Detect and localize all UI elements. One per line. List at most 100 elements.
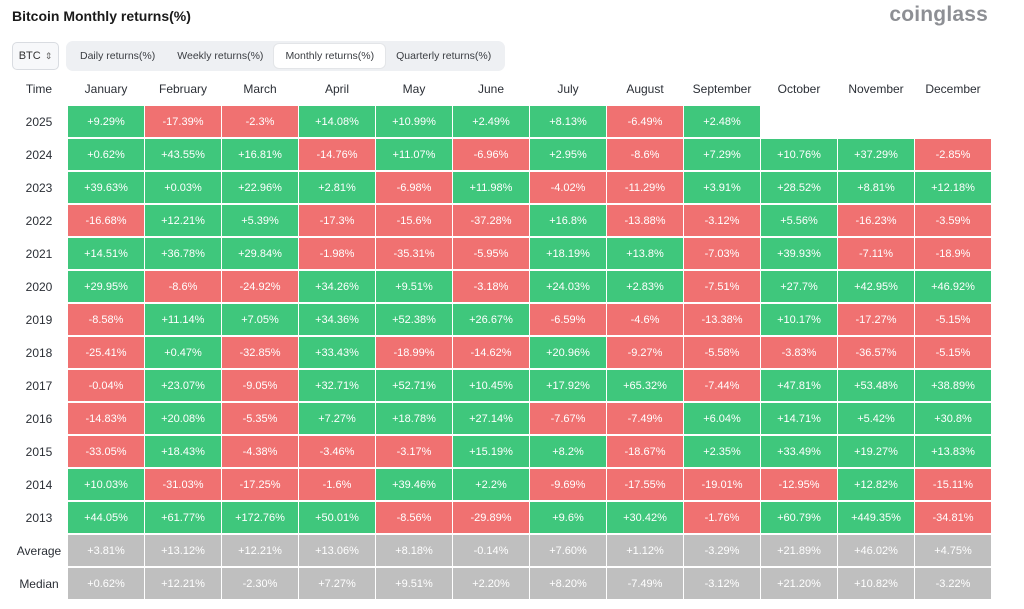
return-cell: +2.83% — [607, 271, 683, 302]
table-row: 2013 +44.05% +61.77% +172.76% +50.01% -8.56% -… — [12, 501, 992, 534]
summary-row: Average +3.81% +13.12% +12.21% +13.06% +8.18%… — [12, 534, 992, 567]
return-cell: -6.96% — [453, 139, 529, 170]
summary-cell: +21.20% — [761, 568, 837, 599]
return-cell: +37.29% — [838, 139, 914, 170]
return-cell: +14.51% — [68, 238, 144, 269]
return-cell: -9.27% — [607, 337, 683, 368]
return-cell: +30.42% — [607, 502, 683, 533]
return-cell: +2.2% — [453, 469, 529, 500]
empty-cell — [915, 106, 991, 137]
return-cell: +34.26% — [299, 271, 375, 302]
table-row: 2024 +0.62% +43.55% +16.81% -14.76% +11.07% -6… — [12, 138, 992, 171]
return-cell: -18.67% — [607, 436, 683, 467]
tab-monthly-returns[interactable]: Monthly returns(%) — [274, 44, 386, 68]
return-cell: -13.88% — [607, 205, 683, 236]
return-cell: -1.98% — [299, 238, 375, 269]
return-cell: -8.6% — [607, 139, 683, 170]
row-year-label: 2016 — [25, 411, 53, 426]
return-cell: +23.07% — [145, 370, 221, 401]
column-header-month: September — [692, 81, 752, 96]
column-header-month: June — [477, 81, 505, 96]
return-cell: +13.83% — [915, 436, 991, 467]
return-cell: -5.95% — [453, 238, 529, 269]
return-cell: -14.83% — [68, 403, 144, 434]
return-cell: +27.7% — [761, 271, 837, 302]
return-cell: -4.02% — [530, 172, 606, 203]
summary-label: Median — [19, 576, 59, 591]
return-cell: +52.38% — [376, 304, 452, 335]
row-year-label: 2023 — [25, 180, 53, 195]
column-header-month: November — [848, 81, 904, 96]
tab-daily-returns[interactable]: Daily returns(%) — [80, 50, 156, 62]
return-cell: -6.59% — [530, 304, 606, 335]
return-cell: +13.8% — [607, 238, 683, 269]
return-cell: +52.71% — [376, 370, 452, 401]
chevron-up-down-icon: ⇕ — [44, 50, 53, 61]
return-cell: +12.82% — [838, 469, 914, 500]
return-cell: +27.14% — [453, 403, 529, 434]
row-year-label: 2024 — [25, 147, 53, 162]
column-header-month: January — [84, 81, 128, 96]
summary-label: Average — [16, 543, 62, 558]
return-cell: +44.05% — [68, 502, 144, 533]
column-header-month: March — [243, 81, 277, 96]
column-header-month: August — [626, 81, 664, 96]
period-tabs: Daily returns(%) Weekly returns(%) Month… — [66, 41, 506, 71]
return-cell: -16.23% — [838, 205, 914, 236]
return-cell: +2.35% — [684, 436, 760, 467]
table-header-row: Time January February March April May June July… — [12, 72, 992, 105]
return-cell: +10.99% — [376, 106, 452, 137]
return-cell: +8.81% — [838, 172, 914, 203]
return-cell: +39.63% — [68, 172, 144, 203]
return-cell: -2.85% — [915, 139, 991, 170]
summary-cell: -0.14% — [453, 535, 529, 566]
return-cell: +7.29% — [684, 139, 760, 170]
return-cell: +172.76% — [222, 502, 298, 533]
row-year-label: 2019 — [25, 312, 53, 327]
return-cell: +5.39% — [222, 205, 298, 236]
return-cell: -3.83% — [761, 337, 837, 368]
return-cell: +18.78% — [376, 403, 452, 434]
return-cell: -8.6% — [145, 271, 221, 302]
return-cell: +34.36% — [299, 304, 375, 335]
summary-cell: +10.82% — [838, 568, 914, 599]
return-cell: -2.3% — [222, 106, 298, 137]
return-cell: +6.04% — [684, 403, 760, 434]
return-cell: -36.57% — [838, 337, 914, 368]
summary-cell: +2.20% — [453, 568, 529, 599]
summary-cell: +8.20% — [530, 568, 606, 599]
table-row: 2014 +10.03% -31.03% -17.25% -1.6% +39.46% +2.… — [12, 468, 992, 501]
return-cell: +38.89% — [915, 370, 991, 401]
return-cell: +10.03% — [68, 469, 144, 500]
controls-bar: BTC ⇕ Daily returns(%) Weekly returns(%)… — [12, 41, 506, 71]
return-cell: -35.31% — [376, 238, 452, 269]
return-cell: +36.78% — [145, 238, 221, 269]
return-cell: +0.03% — [145, 172, 221, 203]
summary-cell: +8.18% — [376, 535, 452, 566]
coinglass-logo: coinglass — [889, 3, 988, 26]
tab-quarterly-returns[interactable]: Quarterly returns(%) — [396, 50, 492, 62]
return-cell: -1.6% — [299, 469, 375, 500]
summary-cell: +3.81% — [68, 535, 144, 566]
return-cell: -7.67% — [530, 403, 606, 434]
return-cell: +14.71% — [761, 403, 837, 434]
tab-weekly-returns[interactable]: Weekly returns(%) — [177, 50, 264, 62]
summary-cell: +13.06% — [299, 535, 375, 566]
return-cell: +10.17% — [761, 304, 837, 335]
row-year-label: 2018 — [25, 345, 53, 360]
return-cell: +9.51% — [376, 271, 452, 302]
return-cell: +24.03% — [530, 271, 606, 302]
return-cell: +22.96% — [222, 172, 298, 203]
summary-row: Median +0.62% +12.21% -2.30% +7.27% +9.51% +2.… — [12, 567, 992, 600]
return-cell: +19.27% — [838, 436, 914, 467]
return-cell: -31.03% — [145, 469, 221, 500]
asset-select[interactable]: BTC ⇕ — [12, 42, 59, 70]
row-year-label: 2025 — [25, 114, 53, 129]
return-cell: -3.46% — [299, 436, 375, 467]
row-year-label: 2020 — [25, 279, 53, 294]
return-cell: -5.15% — [915, 304, 991, 335]
return-cell: -7.11% — [838, 238, 914, 269]
return-cell: -13.38% — [684, 304, 760, 335]
return-cell: +33.49% — [761, 436, 837, 467]
return-cell: -15.11% — [915, 469, 991, 500]
